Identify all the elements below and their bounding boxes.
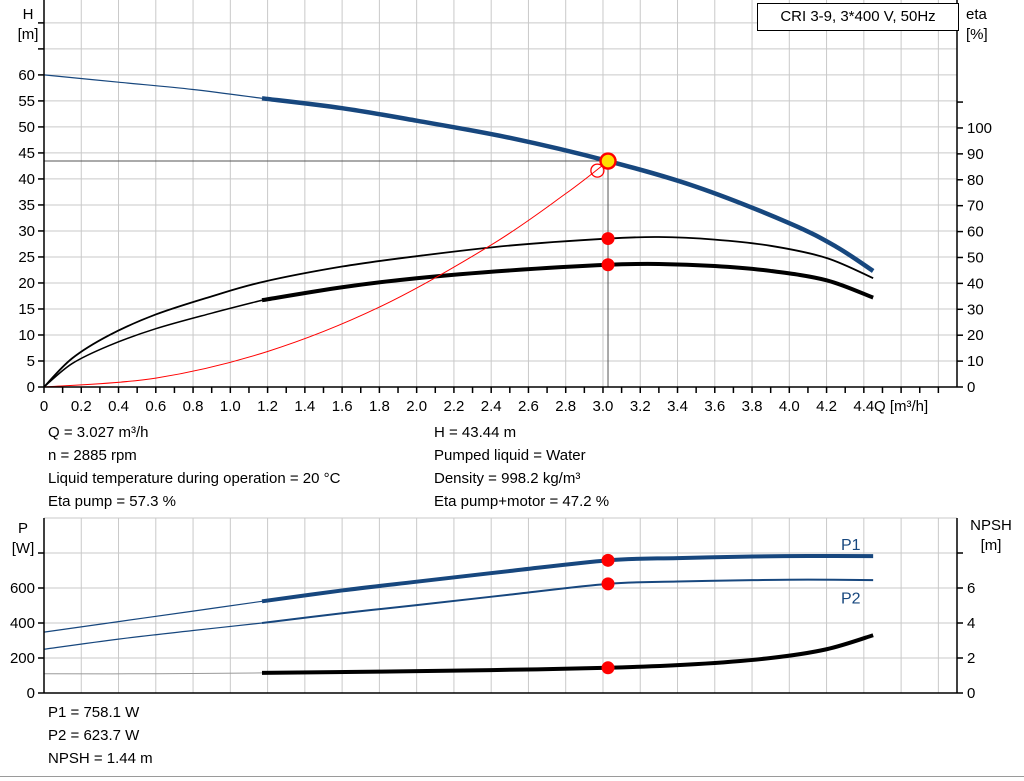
svg-text:2.6: 2.6 — [518, 398, 539, 415]
svg-text:2.2: 2.2 — [443, 398, 464, 415]
operating-point-info-left: Q = 3.027 m³/h n = 2885 rpm Liquid tempe… — [48, 421, 340, 513]
power-axis-label: P [W] — [2, 519, 44, 559]
svg-text:2: 2 — [967, 650, 975, 667]
info-npsh: NPSH = 1.44 m — [48, 750, 153, 767]
svg-text:4: 4 — [967, 615, 975, 632]
svg-text:3.6: 3.6 — [704, 398, 725, 415]
svg-text:0.2: 0.2 — [71, 398, 92, 415]
svg-text:55: 55 — [18, 93, 35, 110]
svg-text:0.6: 0.6 — [145, 398, 166, 415]
eta-axis-unit: [%] — [966, 26, 988, 43]
svg-text:30: 30 — [18, 223, 35, 240]
info-eta-pump-motor: Eta pump+motor = 47.2 % — [434, 493, 610, 510]
svg-text:40: 40 — [18, 171, 35, 188]
eta-axis-label: eta [%] — [966, 5, 1016, 45]
pump-title-box: CRI 3-9, 3*400 V, 50Hz — [757, 3, 959, 31]
npsh-axis-label: NPSH [m] — [960, 516, 1022, 556]
npsh-axis-unit: [m] — [980, 537, 1002, 554]
svg-text:0: 0 — [967, 685, 975, 702]
svg-text:0.4: 0.4 — [108, 398, 129, 415]
svg-text:3.4: 3.4 — [667, 398, 688, 415]
svg-text:400: 400 — [10, 615, 35, 632]
svg-text:50: 50 — [18, 119, 35, 136]
svg-text:200: 200 — [10, 650, 35, 667]
svg-text:P2: P2 — [841, 591, 861, 608]
svg-text:60: 60 — [18, 67, 35, 84]
svg-text:100: 100 — [967, 120, 992, 137]
svg-text:P1: P1 — [841, 537, 861, 554]
svg-text:40: 40 — [967, 275, 984, 292]
info-head: H = 43.44 m — [434, 424, 517, 441]
info-p1: P1 = 758.1 W — [48, 704, 140, 721]
svg-text:1.0: 1.0 — [220, 398, 241, 415]
svg-text:60: 60 — [967, 224, 984, 241]
head-axis-symbol: H — [22, 6, 34, 23]
head-axis-label: H [m] — [6, 5, 50, 45]
svg-text:3.2: 3.2 — [630, 398, 651, 415]
svg-text:0: 0 — [27, 379, 35, 396]
svg-text:10: 10 — [18, 327, 35, 344]
info-density: Density = 998.2 kg/m³ — [434, 470, 581, 487]
svg-text:0: 0 — [967, 379, 975, 396]
svg-text:1.6: 1.6 — [332, 398, 353, 415]
svg-text:90: 90 — [967, 146, 984, 163]
svg-text:2.8: 2.8 — [555, 398, 576, 415]
info-flow: Q = 3.027 m³/h — [48, 424, 149, 441]
svg-text:10: 10 — [967, 353, 984, 370]
svg-text:25: 25 — [18, 249, 35, 266]
svg-text:0.8: 0.8 — [183, 398, 204, 415]
svg-text:1.8: 1.8 — [369, 398, 390, 415]
svg-text:15: 15 — [18, 301, 35, 318]
svg-text:1.4: 1.4 — [294, 398, 315, 415]
svg-text:2.0: 2.0 — [406, 398, 427, 415]
svg-text:2.4: 2.4 — [481, 398, 502, 415]
svg-text:3.0: 3.0 — [593, 398, 614, 415]
flow-axis-unit-label: Q [m³/h] — [874, 398, 929, 415]
info-p2: P2 = 623.7 W — [48, 727, 140, 744]
svg-text:5: 5 — [27, 353, 35, 370]
svg-text:20: 20 — [18, 275, 35, 292]
svg-text:600: 600 — [10, 580, 35, 597]
power-axis-symbol: P — [17, 520, 28, 537]
svg-text:1.2: 1.2 — [257, 398, 278, 415]
info-speed: n = 2885 rpm — [48, 447, 137, 464]
svg-text:70: 70 — [967, 198, 984, 215]
svg-text:0: 0 — [40, 398, 48, 415]
power-info: P1 = 758.1 W P2 = 623.7 W NPSH = 1.44 m — [48, 701, 153, 770]
operating-point-info-right: H = 43.44 m Pumped liquid = Water Densit… — [434, 421, 609, 513]
svg-text:80: 80 — [967, 172, 984, 189]
power-axis-unit: [W] — [11, 540, 35, 557]
svg-text:3.8: 3.8 — [742, 398, 763, 415]
npsh-axis-symbol: NPSH — [970, 517, 1012, 534]
svg-text:4.2: 4.2 — [816, 398, 837, 415]
svg-text:45: 45 — [18, 145, 35, 162]
svg-text:50: 50 — [967, 249, 984, 266]
eta-axis-symbol: eta — [966, 6, 987, 23]
bottom-divider — [0, 776, 1024, 777]
head-axis-unit: [m] — [17, 26, 39, 43]
svg-text:30: 30 — [967, 301, 984, 318]
info-pumped-liquid: Pumped liquid = Water — [434, 447, 586, 464]
svg-text:4.4: 4.4 — [853, 398, 874, 415]
svg-text:0: 0 — [27, 685, 35, 702]
svg-text:20: 20 — [967, 327, 984, 344]
svg-text:6: 6 — [967, 580, 975, 597]
svg-text:35: 35 — [18, 197, 35, 214]
info-liquid-temperature: Liquid temperature during operation = 20… — [48, 470, 341, 487]
svg-text:4.0: 4.0 — [779, 398, 800, 415]
info-eta-pump: Eta pump = 57.3 % — [48, 493, 176, 510]
